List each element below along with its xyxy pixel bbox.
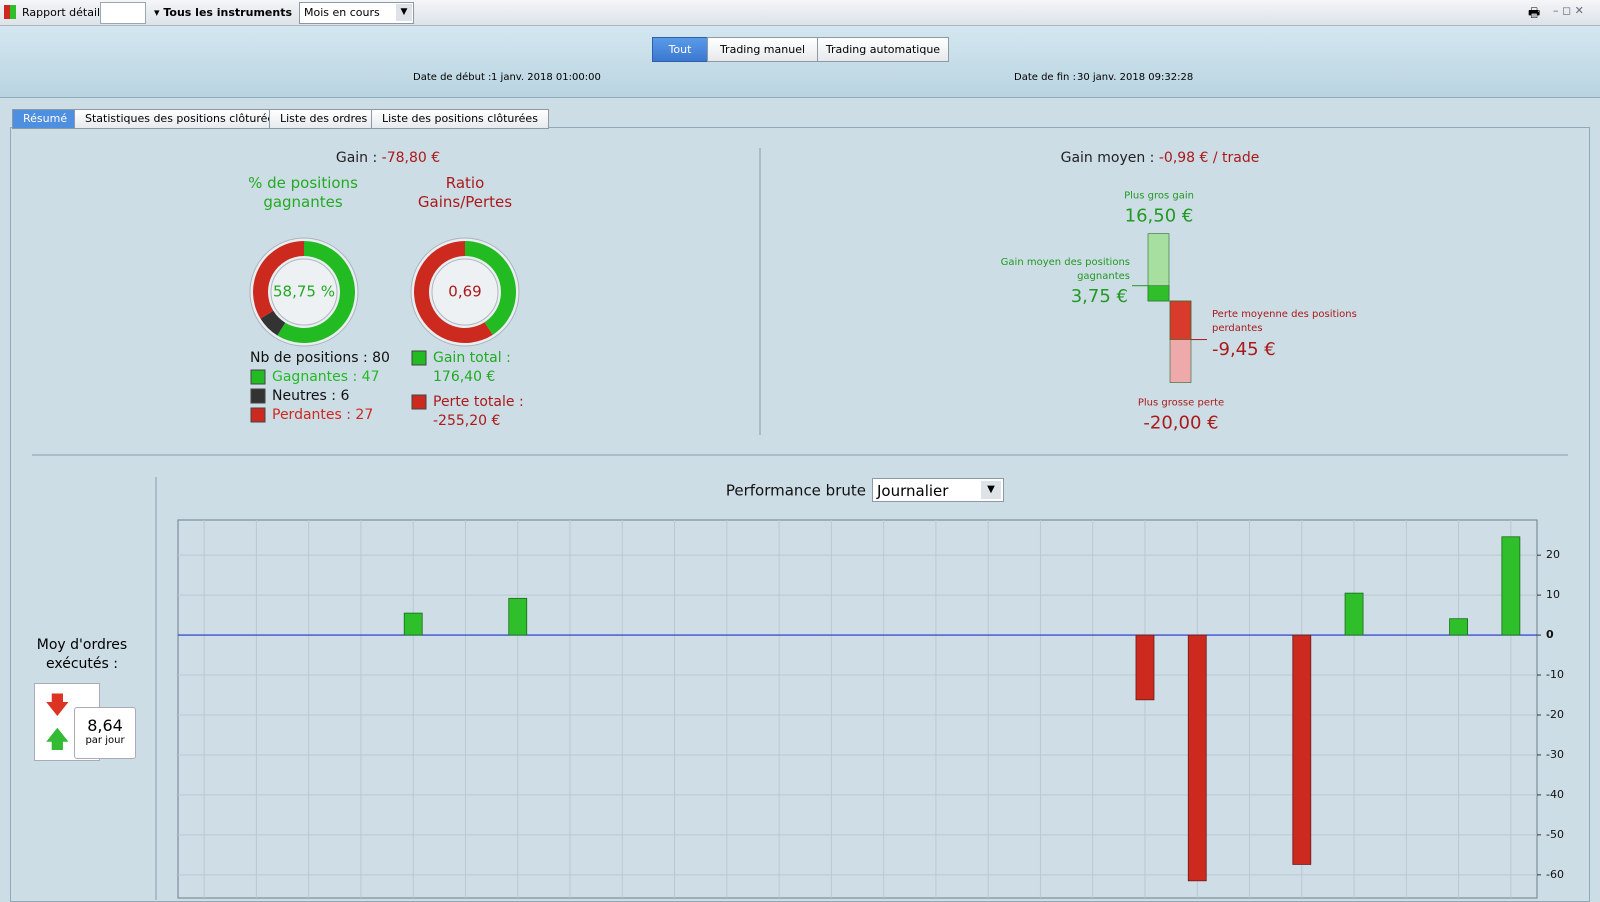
instruments-menu[interactable]: ▾ Tous les instruments: [154, 6, 292, 19]
avg-win-label: Gain moyen des positions gagnantes: [1000, 257, 1130, 282]
down-arrow: 🡇: [45, 691, 70, 719]
tab[interactable]: Résumé: [12, 109, 79, 129]
tab[interactable]: Liste des positions clôturées: [371, 109, 549, 129]
filter-header: Tout Trading manuel Trading automatique …: [0, 26, 1600, 98]
avg-loss-label: Perte moyenne des positions perdantes: [1212, 309, 1357, 334]
filter-button[interactable]: Trading manuel: [707, 37, 818, 62]
orders-label: Moy d'ordres exécutés :: [36, 637, 128, 672]
toolbar: Rapport détaillé ▾ Tous les instruments …: [0, 0, 1600, 26]
up-arrow: 🡅: [45, 725, 70, 753]
orders-box: 8,64 par jour: [74, 707, 136, 759]
window-controls[interactable]: – ◻ ✕: [1553, 4, 1584, 17]
period-dropdown-label: Journalier: [877, 482, 949, 500]
report-label: Rapport détaillé: [22, 6, 110, 19]
report-icon: [4, 5, 16, 19]
end-date: 30 janv. 2018 09:32:28: [1077, 72, 1194, 83]
instruments-label: Tous les instruments: [163, 6, 292, 19]
orders-value: 8,64: [87, 716, 123, 735]
period-dropdown[interactable]: Journalier ▼: [872, 478, 1004, 502]
start-date: 1 janv. 2018 01:00:00: [491, 72, 601, 83]
tab[interactable]: Statistiques des positions clôturées: [74, 109, 291, 129]
end-label: Date de fin :: [1014, 72, 1076, 83]
period-select[interactable]: Mois en cours ▼: [299, 2, 414, 24]
content-panel: [10, 127, 1590, 902]
win-pct-title: % de positions gagnantes: [248, 174, 358, 211]
orders-unit: par jour: [85, 735, 125, 746]
start-label: Date de début :: [413, 72, 492, 83]
filter-button[interactable]: Tout: [652, 37, 708, 62]
tab[interactable]: Liste des ordres: [269, 109, 379, 129]
period-label: Mois en cours: [304, 6, 380, 19]
ratio-title: Ratio Gains/Pertes: [417, 174, 513, 211]
filter-button[interactable]: Trading automatique: [817, 37, 949, 62]
print-button[interactable]: 🖶: [1528, 6, 1541, 21]
report-input[interactable]: [100, 2, 146, 24]
